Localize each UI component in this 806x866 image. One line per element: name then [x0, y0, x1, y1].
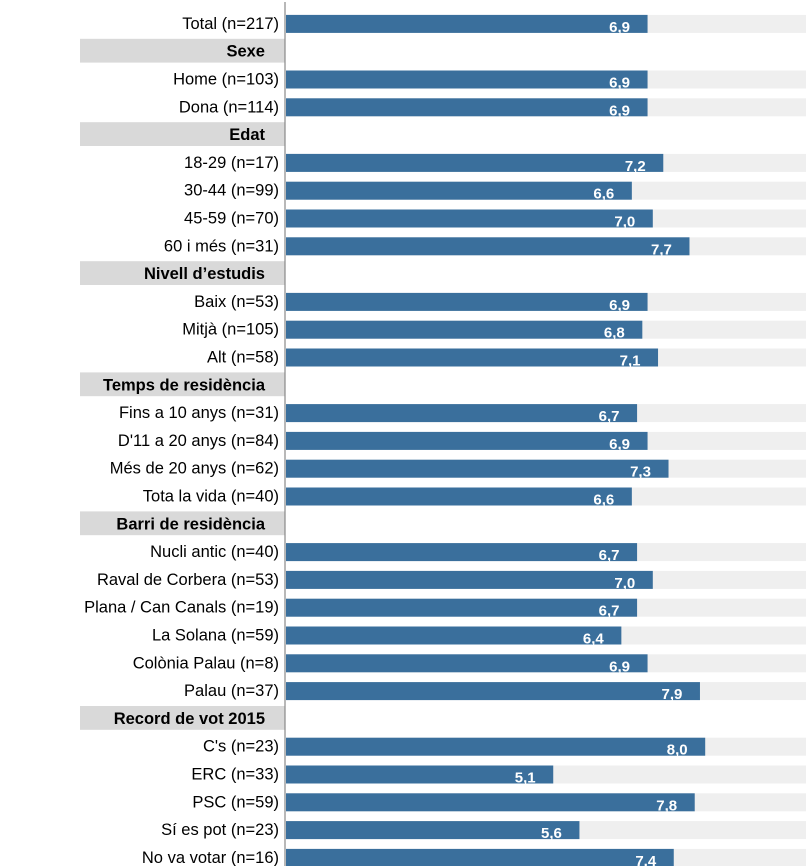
category-label: Sí es pot (n=23): [161, 821, 279, 839]
bar: [286, 682, 700, 701]
category-label: 45-59 (n=70): [184, 210, 279, 228]
data-label: 6,7: [599, 547, 620, 564]
bar: [286, 431, 648, 450]
data-label: 5,6: [541, 825, 562, 842]
bar: [286, 626, 622, 645]
data-label: 6,4: [583, 631, 605, 648]
data-label: 7,1: [620, 353, 641, 370]
group-header-label: Barri de residència: [116, 515, 265, 533]
data-label: 7,2: [625, 158, 646, 175]
group-header-bg: [80, 38, 285, 63]
bar: [286, 848, 674, 866]
group-header-label: Record de vot 2015: [114, 710, 265, 728]
data-label: 6,6: [593, 186, 614, 203]
data-label: 7,7: [651, 241, 672, 258]
category-label: D'11 a 20 anys (n=84): [118, 432, 279, 450]
data-label: 7,8: [656, 797, 677, 814]
category-label: Plana / Can Canals (n=19): [84, 599, 279, 617]
group-header-bg: [80, 122, 285, 146]
data-label: 6,9: [609, 75, 630, 92]
group-header-label: Temps de residència: [103, 376, 266, 394]
bar: [286, 153, 664, 172]
category-label: Total (n=217): [182, 15, 279, 33]
category-label: La Solana (n=59): [152, 627, 279, 645]
data-label: 6,7: [599, 603, 620, 620]
data-label: 6,8: [604, 325, 625, 342]
group-header-bg: [80, 511, 285, 536]
category-label: C's (n=23): [203, 738, 279, 756]
data-label: 6,9: [609, 19, 630, 36]
category-label: Baix (n=53): [194, 293, 279, 311]
data-label: 5,1: [515, 770, 536, 787]
category-label: Palau (n=37): [184, 682, 279, 700]
data-label: 6,9: [609, 436, 630, 453]
data-label: 7,9: [662, 686, 683, 703]
category-label: Colònia Palau (n=8): [133, 654, 279, 672]
bar: [286, 654, 648, 673]
bar: [286, 765, 554, 784]
category-label: ERC (n=33): [191, 766, 279, 784]
bar: [286, 793, 695, 812]
data-label: 7,3: [630, 464, 651, 481]
category-label: PSC (n=59): [192, 793, 279, 811]
bar: [286, 348, 659, 367]
bar: [286, 292, 648, 311]
bar: [286, 737, 706, 756]
category-label: 30-44 (n=99): [184, 182, 279, 200]
data-label: 6,9: [609, 102, 630, 119]
bar: [286, 543, 638, 562]
category-label: Home (n=103): [173, 71, 279, 89]
category-label: Nucli antic (n=40): [150, 543, 279, 561]
bar: [286, 237, 690, 256]
group-header-bg: [80, 372, 285, 397]
bar: [286, 570, 653, 589]
data-label: 7,4: [635, 853, 657, 866]
category-label: 18-29 (n=17): [184, 154, 279, 172]
bar: [286, 459, 669, 478]
data-label: 8,0: [667, 742, 688, 759]
data-label: 7,0: [614, 214, 635, 231]
group-header-label: Edat: [229, 126, 265, 144]
category-label: Alt (n=58): [207, 349, 279, 367]
bar: [286, 487, 632, 506]
category-label: Tota la vida (n=40): [143, 488, 279, 506]
group-header-bg: [80, 261, 285, 285]
bar: [286, 70, 648, 89]
group-header-label: Sexe: [226, 43, 265, 61]
bar: [286, 598, 638, 617]
data-label: 6,7: [599, 408, 620, 425]
category-label: Mitjà (n=105): [182, 321, 279, 339]
category-label: Fins a 10 anys (n=31): [119, 404, 279, 422]
data-label: 6,9: [609, 658, 630, 675]
bar: [286, 320, 643, 339]
category-label: 60 i més (n=31): [164, 237, 279, 255]
bar: [286, 209, 653, 228]
data-label: 6,9: [609, 297, 630, 314]
group-header-bg: [80, 706, 285, 730]
category-label: Més de 20 anys (n=62): [110, 460, 279, 478]
bar: [286, 98, 648, 117]
category-label: Raval de Corbera (n=53): [97, 571, 279, 589]
bar: [286, 181, 632, 200]
data-label: 7,0: [614, 575, 635, 592]
category-label: Dona (n=114): [179, 98, 279, 116]
bar: [286, 404, 638, 423]
bar: [286, 14, 648, 33]
category-label: No va votar (n=16): [142, 849, 279, 866]
bar: [286, 821, 580, 840]
group-header-label: Nivell d’estudis: [144, 265, 265, 283]
data-label: 6,6: [593, 492, 614, 509]
